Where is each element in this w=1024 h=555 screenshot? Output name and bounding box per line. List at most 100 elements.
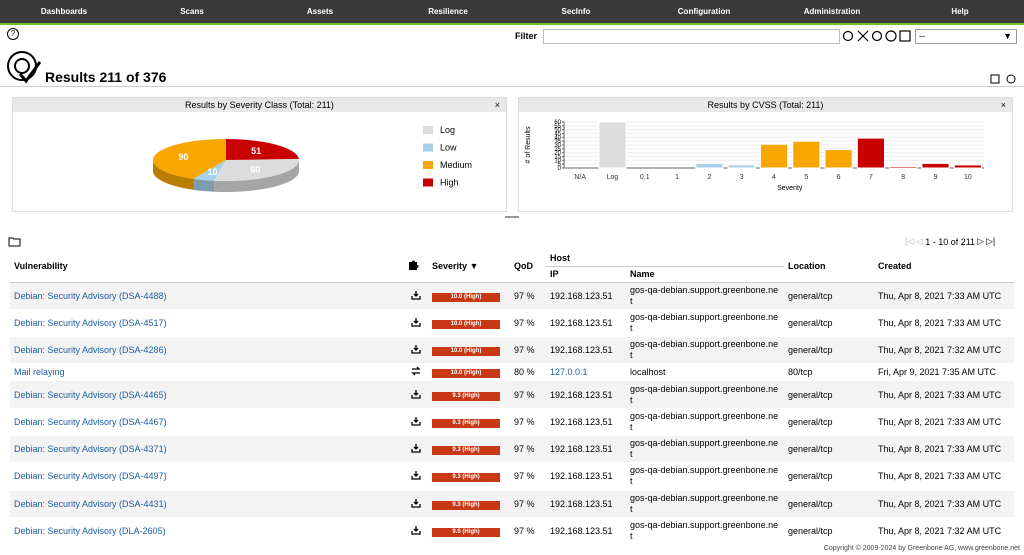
vulnerability-link[interactable]: Mail relaying <box>14 367 65 378</box>
last-page[interactable]: ▷| <box>985 236 996 246</box>
cell-severity: 9.3 (High) <box>428 490 510 518</box>
nav-item[interactable]: Configuration <box>677 7 731 16</box>
cell-name: gos-qa-debian.support.greenbone.net <box>626 517 784 546</box>
divider <box>0 86 1024 87</box>
solution-icon <box>410 526 421 535</box>
legend-label: Medium <box>440 160 472 170</box>
folder-icon[interactable] <box>8 236 22 247</box>
cell-solution <box>403 336 428 365</box>
vulnerability-link[interactable]: Debian: Security Advisory (DLA-2605) <box>14 526 166 537</box>
icon-shape <box>410 317 421 327</box>
severity-bar: 9.0 (High) <box>432 528 500 538</box>
cell-qod: 97 % <box>510 309 546 338</box>
vulnerability-link[interactable]: Debian: Security Advisory (DSA-4488) <box>14 290 167 301</box>
vulnerability-link[interactable]: Debian: Security Advisory (DSA-4286) <box>14 345 167 356</box>
col-created[interactable]: Created <box>878 260 912 271</box>
cell-ip: 192.168.123.51 <box>546 282 626 310</box>
nav-item[interactable]: Resilience <box>428 7 468 16</box>
clear-icon[interactable] <box>857 30 869 42</box>
cell-location: 80/tcp <box>784 363 874 382</box>
solution-icon <box>410 345 421 354</box>
close-icon[interactable]: × <box>1000 100 1006 110</box>
refresh-icon[interactable] <box>842 30 854 42</box>
pie-side <box>214 160 299 192</box>
cell-created: Thu, Apr 8, 2021 7:32 AM UTC <box>874 336 1014 365</box>
ip-text[interactable]: 127.0.0.1 <box>550 367 588 378</box>
nav-item[interactable]: SecInfo <box>561 7 591 16</box>
table-row: Debian: Security Advisory (DSA-4497) 9.3 … <box>10 462 1014 491</box>
pie-slice <box>152 139 226 179</box>
vulnerability-link[interactable]: Debian: Security Advisory (DSA-4517) <box>14 317 167 328</box>
col-qod[interactable]: QoD <box>514 260 533 271</box>
cell-location: general/tcp <box>784 408 874 436</box>
col-name[interactable]: Name <box>630 269 655 279</box>
x-tick-label: 3 <box>740 174 744 181</box>
cell-created: Thu, Apr 8, 2021 7:32 AM UTC <box>874 517 1014 546</box>
cell-vulnerability: Debian: Security Advisory (DSA-4431) <box>10 490 403 518</box>
nav-item[interactable]: Scans <box>180 7 204 16</box>
reset-icon[interactable] <box>871 30 883 42</box>
cell-location: general/tcp <box>784 336 874 365</box>
first-page[interactable]: |◁ <box>905 236 915 246</box>
bar <box>921 162 950 169</box>
resize-handle[interactable] <box>505 216 519 218</box>
cell-ip: 192.168.123.51 <box>546 408 626 436</box>
bar <box>759 143 789 169</box>
table-row: Debian: Security Advisory (DSA-4517) 10.0… <box>10 309 1014 338</box>
edit-icon[interactable] <box>899 30 911 42</box>
pie-slice <box>214 158 300 181</box>
nav-item[interactable]: Assets <box>306 7 334 16</box>
nav-item[interactable]: Administration <box>803 7 861 16</box>
pie-chart: 60 10 90 51 Log Low Medium High <box>152 125 472 192</box>
cell-location: general/tcp <box>784 309 874 338</box>
puzzle-icon <box>409 260 419 270</box>
ip-text: 192.168.123.51 <box>550 444 613 455</box>
filter-select[interactable]: -- ▼ <box>915 29 1017 44</box>
cell-vulnerability: Debian: Security Advisory (DLA-2605) <box>10 517 403 546</box>
icon-shape <box>410 444 421 453</box>
prev-page[interactable]: ◁ <box>916 236 924 246</box>
y-tick-label: 20 <box>554 151 561 157</box>
cell-severity: 10.0 (High) <box>428 363 510 382</box>
vulnerability-link[interactable]: Debian: Security Advisory (DSA-4371) <box>14 444 167 455</box>
vulnerability-link[interactable]: Debian: Security Advisory (DSA-4467) <box>14 416 167 427</box>
nav-item[interactable]: Help <box>951 7 969 16</box>
col-solution-icon <box>403 250 428 282</box>
cell-ip: 192.168.123.51 <box>546 336 626 365</box>
severity-bar: 9.3 (High) <box>432 473 500 483</box>
bar <box>953 164 982 169</box>
cell-location: general/tcp <box>784 517 874 546</box>
x-tick-label: 5 <box>804 174 808 181</box>
col-severity[interactable]: Severity ▼ <box>432 260 479 271</box>
cell-solution <box>403 462 428 491</box>
ip-text: 192.168.123.51 <box>550 526 613 537</box>
nav-item[interactable]: Dashboards <box>40 7 88 16</box>
cell-name: gos-qa-debian.support.greenbone.net <box>626 380 784 409</box>
new-dashboard-icon[interactable] <box>990 74 1000 84</box>
bar <box>889 165 918 169</box>
solution-icon <box>410 317 421 327</box>
x-tick-label: 0.1 <box>640 174 650 181</box>
legend-swatch <box>423 178 433 187</box>
cell-ip: 192.168.123.51 <box>546 490 626 518</box>
reset-dashboard-icon[interactable] <box>1006 74 1016 84</box>
chart-title: Results by CVSS (Total: 211) <box>707 100 824 110</box>
filter-input[interactable] <box>543 29 840 44</box>
col-vulnerability[interactable]: Vulnerability <box>14 260 68 271</box>
vulnerability-link[interactable]: Debian: Security Advisory (DSA-4497) <box>14 471 167 482</box>
col-ip[interactable]: IP <box>550 269 559 279</box>
vulnerability-link[interactable]: Debian: Security Advisory (DSA-4465) <box>14 389 167 400</box>
help-icon[interactable] <box>885 30 897 42</box>
cell-severity: 9.0 (High) <box>428 517 510 546</box>
ip-text: 192.168.123.51 <box>550 290 613 301</box>
cell-qod: 97 % <box>510 336 546 365</box>
col-location[interactable]: Location <box>788 260 826 271</box>
table-row: Debian: Security Advisory (DSA-4286) 10.0… <box>10 336 1014 365</box>
legend-swatch <box>423 143 433 152</box>
help-icon[interactable]: ? <box>7 28 19 40</box>
next-page[interactable]: ▷ <box>977 236 984 246</box>
vulnerability-link[interactable]: Debian: Security Advisory (DSA-4431) <box>14 498 167 509</box>
cell-created: Thu, Apr 8, 2021 7:33 AM UTC <box>874 309 1014 338</box>
close-icon[interactable]: × <box>494 100 500 110</box>
results-icon <box>7 51 42 84</box>
